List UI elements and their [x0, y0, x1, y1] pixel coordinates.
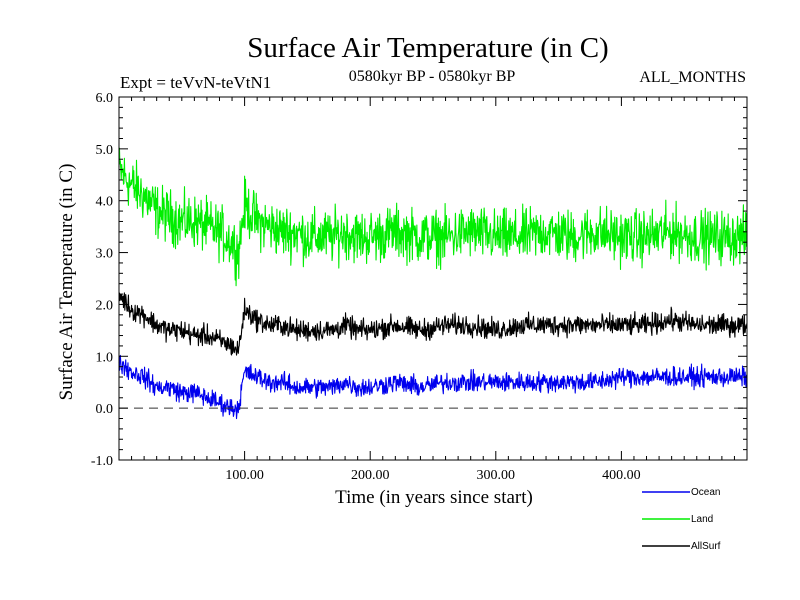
chart-subtitle-left: Expt = teVvN-teVtN1 — [120, 73, 271, 92]
legend-label-land: Land — [691, 514, 713, 525]
y-tick-label: 3.0 — [96, 247, 114, 262]
y-tick-label: 5.0 — [96, 143, 114, 158]
x-tick-label: 300.00 — [477, 468, 516, 483]
legend-label-ocean: Ocean — [691, 487, 720, 498]
tick-layer: 100.00 200.00 300.00 400.00 -1.0 0.0 1.0 2.0 3.0… — [91, 91, 747, 483]
series-line-ocean — [118, 354, 748, 420]
series-line-land — [118, 147, 748, 287]
y-tick-label: 1.0 — [96, 350, 114, 365]
chart-subtitle-right: ALL_MONTHS — [639, 69, 746, 86]
y-tick-label: 2.0 — [96, 298, 114, 313]
y-tick-label: 4.0 — [96, 195, 114, 210]
y-tick-label: -1.0 — [91, 454, 113, 469]
x-axis-label: Time (in years since start) — [335, 487, 533, 508]
data-layer — [118, 147, 748, 420]
x-tick-label: 400.00 — [602, 468, 641, 483]
chart-subtitle-center: 0580kyr BP - 0580kyr BP — [349, 68, 516, 85]
chart-title: Surface Air Temperature (in C) — [247, 32, 608, 64]
legend: Ocean Land AllSurf — [642, 487, 721, 552]
x-tick-label: 200.00 — [351, 468, 390, 483]
series-line-allsurf — [118, 292, 748, 356]
legend-label-allsurf: AllSurf — [691, 541, 721, 552]
y-axis-label: Surface Air Temperature (in C) — [56, 164, 77, 401]
x-tick-label: 100.00 — [225, 468, 264, 483]
y-tick-label: 6.0 — [96, 91, 114, 106]
y-tick-label: 0.0 — [96, 402, 114, 417]
plot-frame — [118, 96, 748, 461]
